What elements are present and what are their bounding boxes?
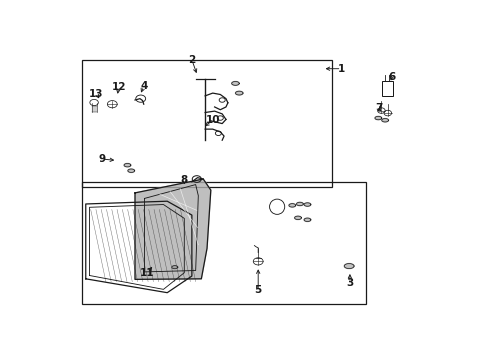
Text: 5: 5	[254, 285, 261, 296]
Polygon shape	[374, 116, 381, 120]
Text: 2: 2	[188, 55, 195, 65]
Text: 12: 12	[111, 82, 126, 92]
Polygon shape	[304, 218, 310, 221]
Polygon shape	[171, 266, 178, 269]
Bar	[382, 81, 392, 96]
Text: 13: 13	[88, 89, 103, 99]
Text: 4: 4	[140, 81, 147, 91]
Text: 11: 11	[140, 268, 155, 278]
Polygon shape	[288, 204, 295, 207]
Polygon shape	[381, 118, 388, 122]
Text: 7: 7	[374, 103, 382, 113]
Polygon shape	[294, 216, 301, 220]
Polygon shape	[235, 91, 243, 95]
Polygon shape	[344, 264, 353, 269]
Polygon shape	[127, 169, 134, 172]
Text: 8: 8	[180, 175, 187, 185]
Polygon shape	[135, 179, 210, 279]
Text: 6: 6	[387, 72, 394, 82]
Polygon shape	[296, 202, 303, 206]
Polygon shape	[231, 81, 239, 85]
Bar	[82, 60, 331, 187]
Bar	[82, 182, 366, 304]
Text: 9: 9	[98, 154, 105, 164]
Polygon shape	[124, 163, 131, 167]
Text: 1: 1	[337, 64, 345, 74]
Text: 3: 3	[346, 278, 353, 288]
Polygon shape	[304, 203, 310, 206]
Text: 10: 10	[206, 115, 220, 125]
